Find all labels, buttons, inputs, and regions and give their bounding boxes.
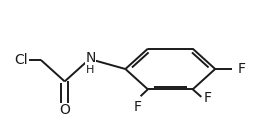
Text: O: O [59, 103, 70, 117]
Text: F: F [134, 100, 142, 114]
Text: F: F [204, 91, 212, 105]
Text: F: F [238, 62, 246, 76]
Text: H: H [86, 65, 95, 75]
Text: N: N [85, 51, 96, 65]
Text: Cl: Cl [15, 53, 28, 67]
